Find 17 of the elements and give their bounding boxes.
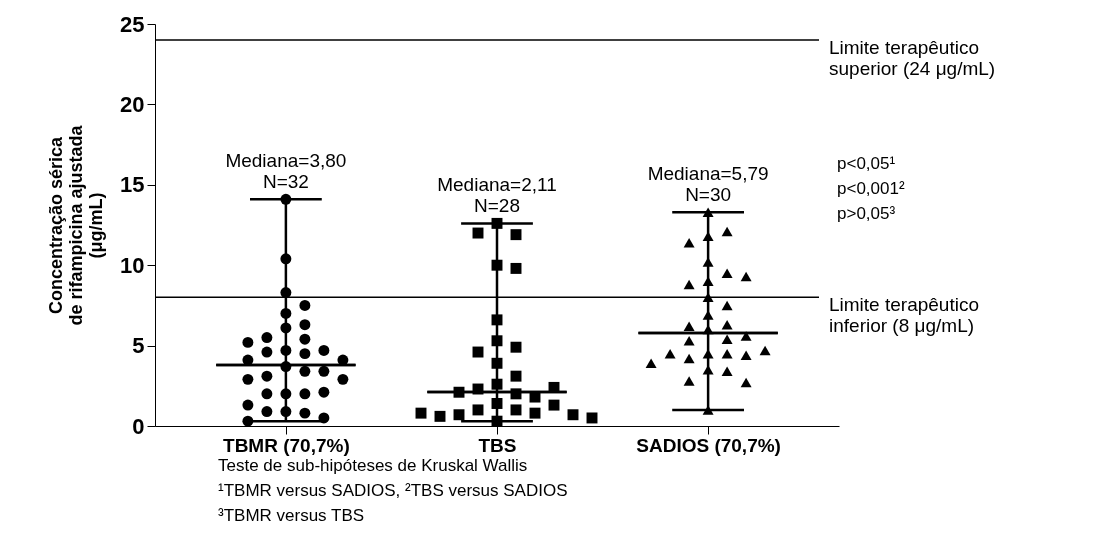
- y-tick-label: 5: [132, 333, 145, 359]
- y-tick-label: 0: [132, 413, 145, 439]
- y-tick-label: 15: [120, 172, 145, 198]
- text: p<0,05¹ p<0,001² p>0,05³: [837, 154, 905, 223]
- y-axis-title: Concentração sérica de rifampicina ajustada (μg/mL): [46, 124, 107, 326]
- y-tick-label: 25: [120, 11, 145, 37]
- ref-line-label: Limite terapêutico superior (24 μg/mL): [829, 37, 996, 80]
- annotation: Mediana=5,79 N=30: [647, 163, 769, 206]
- ref-line-label: Limite terapêutico inferior (8 μg/mL): [829, 294, 979, 337]
- annotation: Mediana=2,11 N=28: [437, 174, 557, 217]
- y-tick-label: 20: [120, 91, 145, 117]
- annotation: Mediana=3,80 N=32: [225, 150, 347, 193]
- y-tick-label: 10: [120, 252, 145, 278]
- x-tick-label: TBS: [478, 434, 517, 456]
- x-tick-label: TBMR (70,7%): [223, 434, 350, 456]
- x-tick-label: SADIOS (70,7%): [636, 434, 781, 456]
- text: Teste de sub-hipóteses de Kruskal Wallis ¹TBMR versus SADIOS, ²TBS versus SADIOS ³TBMR versus TBS: [218, 456, 568, 525]
